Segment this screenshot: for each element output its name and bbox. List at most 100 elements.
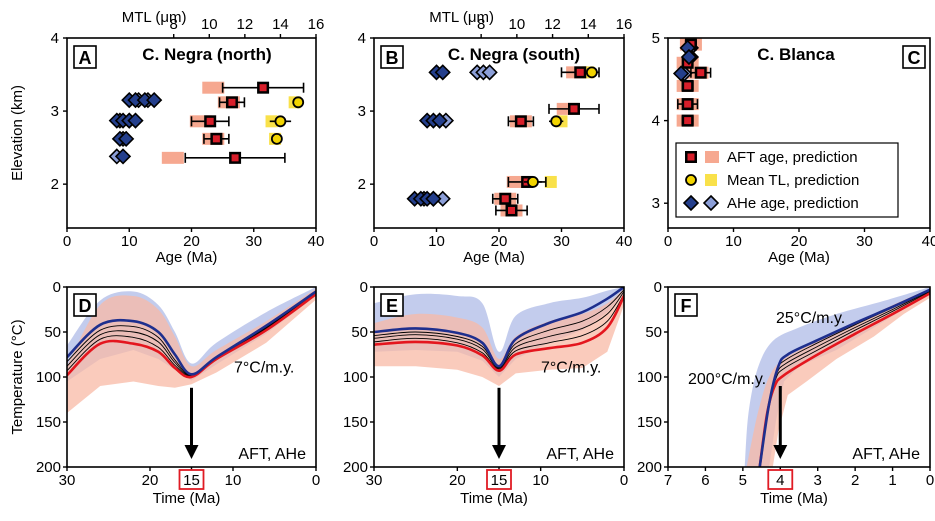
panel-f-xtick-label-1: 6 bbox=[701, 472, 709, 489]
panel-a-tl-point-2 bbox=[270, 132, 283, 145]
legend-aft-pred bbox=[705, 151, 719, 163]
panel-d-plot-area bbox=[67, 287, 316, 413]
panel-f-plot-area bbox=[744, 287, 930, 467]
panel-b-toptick-label-2: 12 bbox=[544, 16, 561, 33]
panel-a-ytick-label-2: 4 bbox=[51, 30, 59, 47]
panel-b-xtick-label-2: 20 bbox=[491, 233, 508, 250]
panel-b-ahe-point-2-3 bbox=[425, 190, 442, 207]
panel-c-ahe-point-2-0 bbox=[672, 65, 690, 82]
panel-e-plot-area bbox=[374, 287, 624, 386]
panel-e-xtick-label-0: 30 bbox=[366, 472, 383, 489]
legend-ahe-pred bbox=[702, 194, 720, 212]
panel-d-ytick-label-3: 150 bbox=[36, 414, 61, 431]
legend-ahe-label: AHe age, prediction bbox=[727, 195, 859, 212]
panel-b-toptick-label-0: 8 bbox=[477, 16, 485, 33]
panel-b-tl-point-0 bbox=[585, 66, 598, 79]
panel-f-letter bbox=[674, 293, 698, 317]
panel-c-letter-label: C bbox=[908, 48, 921, 68]
panel-f-ytick-label-2: 100 bbox=[637, 369, 662, 386]
panel-a-ahe-point-1-3 bbox=[127, 112, 144, 129]
panel-a-letter bbox=[73, 45, 97, 69]
panel-f-xtick-label-2: 5 bbox=[739, 472, 747, 489]
panel-a-toptick-label-4: 16 bbox=[308, 16, 325, 33]
panel-f-envelope-blue bbox=[744, 287, 930, 467]
panel-a-aft-point-3-fill bbox=[212, 135, 220, 143]
panel-a-ytick-label-1: 3 bbox=[51, 103, 59, 120]
panel-d-ytick-label-2: 100 bbox=[36, 369, 61, 386]
panel-f-highlight-box bbox=[767, 469, 794, 490]
panel-a-xtick-label-1: 10 bbox=[121, 233, 138, 250]
panel-c-title: C. Blanca bbox=[757, 45, 835, 64]
panel-a-tl-point-0 bbox=[292, 96, 305, 109]
panel-e-curve-blue bbox=[374, 287, 624, 368]
panel-a-xtick-label-3: 30 bbox=[245, 233, 262, 250]
panel-e-letter-label: E bbox=[386, 296, 398, 316]
panel-a-ytick-label-0: 2 bbox=[51, 176, 59, 193]
panel-a-xlabel: Age (Ma) bbox=[156, 249, 218, 266]
panel-c-aft-point-4-fill bbox=[684, 100, 692, 108]
panel-f-rate2: 200°C/m.y. bbox=[688, 371, 766, 388]
panel-d-ylabel: Temperature (°C) bbox=[9, 319, 26, 434]
legend-tl-label: Mean TL, prediction bbox=[727, 172, 859, 189]
panel-f-xtick-label-0: 7 bbox=[664, 472, 672, 489]
panel-e-ytick-label-2: 100 bbox=[343, 369, 368, 386]
panel-a-ahe-point-2-1 bbox=[118, 130, 135, 147]
legend-aft-label: AFT age, prediction bbox=[727, 149, 858, 166]
panel-c-ytick-label-1: 4 bbox=[652, 113, 660, 130]
panel-a-toptick-label-1: 10 bbox=[201, 16, 218, 33]
panel-a-title: C. Negra (north) bbox=[142, 45, 271, 64]
panel-c-letter bbox=[902, 45, 926, 69]
panel-c-xtick-label-3: 30 bbox=[856, 233, 873, 250]
panel-d-method: AFT, AHe bbox=[238, 446, 306, 463]
panel-e-envelope-red bbox=[374, 288, 624, 386]
panel-b-tl-point-1 bbox=[550, 115, 563, 128]
panel-f-xtick-label-5: 2 bbox=[851, 472, 859, 489]
panel-b-tl-pred-2 bbox=[544, 175, 557, 188]
panel-c-aft-point-3-fill bbox=[684, 82, 692, 90]
panel-a-letter-label: A bbox=[79, 48, 92, 68]
panel-d-arrow-head bbox=[184, 445, 199, 459]
panel-b-aft-point-5-fill bbox=[508, 206, 515, 214]
panel-a-xtick-label-4: 40 bbox=[308, 233, 325, 250]
panel-e-envelope-blue bbox=[374, 287, 624, 377]
panel-a-xtick-label-2: 20 bbox=[183, 233, 200, 250]
panel-e-ytick-label-0: 0 bbox=[360, 279, 368, 296]
panel-d-letter-label: D bbox=[79, 296, 92, 316]
panel-b-title: C. Negra (south) bbox=[448, 45, 580, 64]
panel-d-curve-red bbox=[67, 293, 316, 379]
panel-c-xlabel: Age (Ma) bbox=[768, 249, 830, 266]
panel-d-xtick-label-1: 20 bbox=[142, 472, 159, 489]
panel-f-xtick-label-4: 3 bbox=[814, 472, 822, 489]
legend-aft-marker-fill bbox=[687, 153, 695, 161]
panel-b-ytick-label-0: 2 bbox=[358, 176, 366, 193]
panel-b-aft-point-1-fill bbox=[570, 105, 578, 113]
legend-tl-marker bbox=[685, 174, 697, 186]
panel-f-highlight-label: 4 bbox=[776, 472, 784, 489]
panel-a-aft-point-0-fill bbox=[259, 84, 267, 92]
panel-a-tl-point-1 bbox=[274, 115, 287, 128]
panel-e-curve-red bbox=[374, 295, 624, 373]
panel-e-rate: 7°C/m.y. bbox=[541, 360, 601, 377]
panel-d-highlight-box bbox=[178, 469, 205, 490]
panel-f-rate: 25°C/m.y. bbox=[776, 310, 845, 327]
panel-f-letter-label: F bbox=[681, 296, 692, 316]
panel-d-xlabel: Time (Ma) bbox=[153, 490, 221, 507]
panel-b-xtick-label-1: 10 bbox=[428, 233, 445, 250]
panel-a-toptick-label-2: 12 bbox=[237, 16, 254, 33]
panel-c-ytick-label-0: 3 bbox=[652, 195, 660, 212]
panel-a-ylabel: Elevation (km) bbox=[9, 85, 26, 181]
panel-b-aft-point-2-fill bbox=[517, 117, 525, 125]
panel-a-aft-point-1-fill bbox=[228, 98, 236, 106]
panel-b-tl-point-2 bbox=[527, 176, 539, 188]
panel-b-toptick-label-4: 16 bbox=[616, 16, 633, 33]
panel-a-toplabel: MTL (μm) bbox=[122, 9, 187, 26]
panel-b-ahe-point-0-1 bbox=[434, 64, 451, 81]
panel-e-xtick-label-2: 10 bbox=[532, 472, 549, 489]
panel-b-xtick-label-4: 40 bbox=[616, 233, 633, 250]
panel-d-letter bbox=[73, 293, 97, 317]
panel-e-arrow-head bbox=[492, 445, 506, 459]
panel-d-xtick-label-2: 10 bbox=[225, 472, 242, 489]
panel-e-ytick-label-1: 50 bbox=[351, 324, 368, 341]
panel-c-ytick-label-2: 5 bbox=[652, 30, 660, 47]
